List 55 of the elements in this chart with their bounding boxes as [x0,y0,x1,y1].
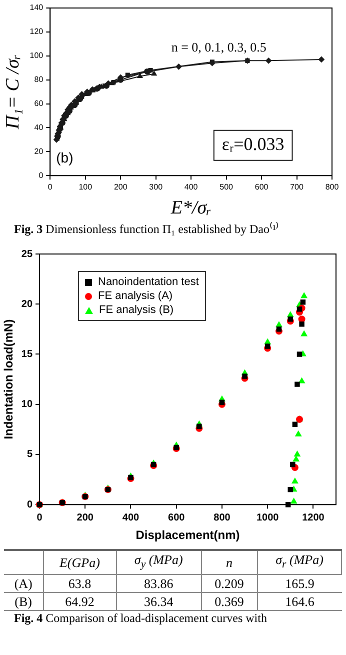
x-tick-label: 400 [184,182,198,192]
text: 164.6 [285,594,314,609]
x-tick-label: 600 [254,182,269,192]
x-tick-label: 200 [114,182,128,192]
x-tick-label: 200 [76,512,94,524]
x-tick-label: 0 [48,182,53,192]
text: 0.209 [214,576,244,591]
annotation: εᵣ=0.033 [222,134,284,154]
legend-label: FE analysis (A) [97,289,174,303]
y-tick-label: 0 [26,499,33,510]
text: 64.92 [65,594,94,609]
annotation: (b) [56,150,74,166]
caption: Fig. 4 Comparison of load-displacement curves with [13,610,268,626]
y-tick-label: 40 [34,122,44,132]
y-tick-label: 5 [26,449,33,460]
text: 0.369 [214,594,244,609]
y-tick-label: 120 [30,27,44,36]
text: 165.9 [285,576,314,591]
category-label: σ$_{r}$ (MPa) [258,550,342,574]
category-label: n [201,550,258,574]
x-tick-label: 800 [214,512,231,524]
y-tick-label: 140 [30,3,44,12]
y-tick-label: 25 [21,248,33,260]
y-tick-label: 15 [21,348,33,360]
text: 36.34 [144,594,174,609]
y-tick-label: 60 [34,98,44,108]
legend-label: FE analysis (B) [98,303,175,317]
legend-label: Nanoindentation test [97,275,199,289]
y-tick-label: 80 [34,75,44,84]
x-axis-title: Displacement(nm) [136,528,240,542]
y-tick-label: 0 [38,170,44,180]
x-tick-label: 100 [78,182,93,192]
category-label: E(GPa) [43,550,116,574]
text: 83.86 [144,576,174,591]
x-tick-label: 500 [220,182,234,192]
caption: Fig. 3 Dimensionless function Π₁ established by Dao⁽¹⁾ [13,222,280,237]
x-tick-label: 700 [290,182,304,192]
category-label: (A) [14,576,32,591]
x-tick-label: 1200 [302,512,325,524]
x-axis-title: E*/σᵣ [170,198,212,219]
x-tick-label: 400 [122,512,140,524]
y-tick-label: 20 [21,298,33,310]
category-label: (B) [14,594,32,609]
y-tick-label: 20 [34,146,44,156]
y-tick-label: 10 [21,399,33,410]
x-tick-label: 1000 [256,512,280,524]
y-axis-title: Indentation load(mN) [2,319,16,440]
y-axis-title: Π₁= C /σᵣ [2,54,24,130]
category-label: σ$_{y}$ (MPa) [116,550,202,574]
y-tick-label: 100 [30,51,44,60]
x-tick-label: 800 [325,182,340,192]
annotation: n = 0, 0.1, 0.3, 0.5 [171,40,266,55]
x-tick-label: 300 [149,182,164,192]
x-tick-label: 600 [168,512,186,524]
text: 63.8 [68,576,92,591]
